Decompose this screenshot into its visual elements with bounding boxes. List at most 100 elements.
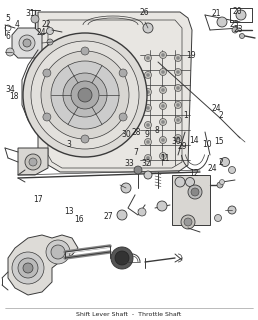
Text: 4: 4	[14, 20, 19, 29]
Text: 30: 30	[121, 130, 131, 139]
Circle shape	[63, 73, 107, 117]
Circle shape	[159, 118, 166, 125]
Circle shape	[174, 68, 181, 76]
Text: Shift Lever Shaft  -  Throttle Shaft: Shift Lever Shaft - Throttle Shaft	[76, 311, 182, 316]
Text: 27: 27	[103, 212, 113, 221]
Text: 17: 17	[33, 195, 43, 204]
Text: 25: 25	[230, 20, 240, 28]
Circle shape	[161, 138, 165, 142]
Circle shape	[46, 28, 53, 35]
Text: 24: 24	[211, 104, 221, 113]
Text: 14: 14	[189, 136, 199, 145]
Circle shape	[121, 183, 131, 193]
Text: 11: 11	[160, 154, 169, 163]
Circle shape	[146, 106, 150, 110]
Text: 32: 32	[142, 159, 151, 168]
Circle shape	[191, 188, 199, 196]
Circle shape	[12, 252, 44, 284]
Text: 13: 13	[64, 207, 74, 216]
Circle shape	[117, 210, 127, 220]
Circle shape	[41, 51, 129, 139]
Circle shape	[188, 185, 202, 199]
Circle shape	[214, 214, 222, 221]
Polygon shape	[12, 28, 42, 58]
Circle shape	[18, 258, 38, 278]
Circle shape	[159, 102, 166, 109]
Circle shape	[175, 177, 185, 187]
Text: 16: 16	[75, 215, 84, 224]
Circle shape	[176, 70, 180, 74]
Circle shape	[174, 116, 181, 124]
Circle shape	[144, 171, 152, 179]
Circle shape	[51, 61, 119, 129]
Circle shape	[161, 120, 165, 124]
Circle shape	[157, 201, 167, 211]
Text: 24: 24	[207, 164, 217, 173]
Circle shape	[161, 70, 165, 74]
Text: 22: 22	[41, 20, 51, 29]
Circle shape	[161, 88, 165, 92]
Text: 2: 2	[219, 111, 224, 120]
Text: 28: 28	[132, 128, 141, 137]
Text: 21: 21	[212, 9, 221, 18]
Circle shape	[159, 52, 166, 59]
Circle shape	[144, 54, 151, 61]
Text: 7: 7	[134, 148, 139, 157]
Circle shape	[81, 135, 89, 143]
Text: 8: 8	[155, 126, 159, 135]
Circle shape	[81, 47, 89, 55]
Circle shape	[161, 53, 165, 57]
Circle shape	[217, 17, 227, 27]
Circle shape	[144, 139, 151, 146]
Circle shape	[161, 154, 165, 158]
Circle shape	[159, 137, 166, 143]
Circle shape	[71, 81, 99, 109]
Text: 5: 5	[5, 14, 10, 23]
Text: 1: 1	[183, 111, 188, 120]
Circle shape	[143, 23, 153, 33]
Circle shape	[176, 56, 180, 60]
Circle shape	[176, 103, 180, 107]
Text: 12: 12	[189, 169, 199, 178]
Circle shape	[144, 89, 151, 95]
Circle shape	[161, 104, 165, 108]
Circle shape	[159, 68, 166, 76]
Circle shape	[6, 48, 14, 56]
Text: 2: 2	[219, 158, 224, 167]
Circle shape	[78, 88, 92, 102]
Circle shape	[144, 122, 151, 129]
Circle shape	[146, 156, 150, 160]
Circle shape	[47, 39, 53, 45]
Circle shape	[220, 180, 224, 185]
Circle shape	[119, 113, 127, 121]
Polygon shape	[172, 175, 210, 225]
Text: 31: 31	[26, 9, 35, 18]
Circle shape	[43, 113, 51, 121]
Circle shape	[51, 245, 65, 259]
Circle shape	[144, 105, 151, 111]
Text: 20: 20	[232, 7, 242, 16]
Circle shape	[25, 154, 41, 170]
Circle shape	[174, 134, 181, 141]
Circle shape	[23, 263, 33, 273]
Circle shape	[229, 166, 236, 173]
Circle shape	[236, 10, 246, 20]
Text: 34: 34	[5, 85, 15, 94]
Circle shape	[115, 251, 129, 265]
Circle shape	[228, 206, 236, 214]
Circle shape	[232, 27, 238, 33]
Circle shape	[146, 140, 150, 144]
Circle shape	[174, 101, 181, 108]
Circle shape	[146, 56, 150, 60]
Circle shape	[217, 182, 223, 188]
Text: 26: 26	[139, 8, 149, 17]
Circle shape	[119, 69, 127, 77]
Circle shape	[144, 71, 151, 78]
Circle shape	[176, 136, 180, 140]
Text: 30: 30	[172, 137, 182, 146]
Circle shape	[146, 90, 150, 94]
Circle shape	[43, 69, 51, 77]
Circle shape	[138, 208, 146, 216]
Text: 3: 3	[67, 140, 71, 149]
Polygon shape	[18, 148, 48, 175]
